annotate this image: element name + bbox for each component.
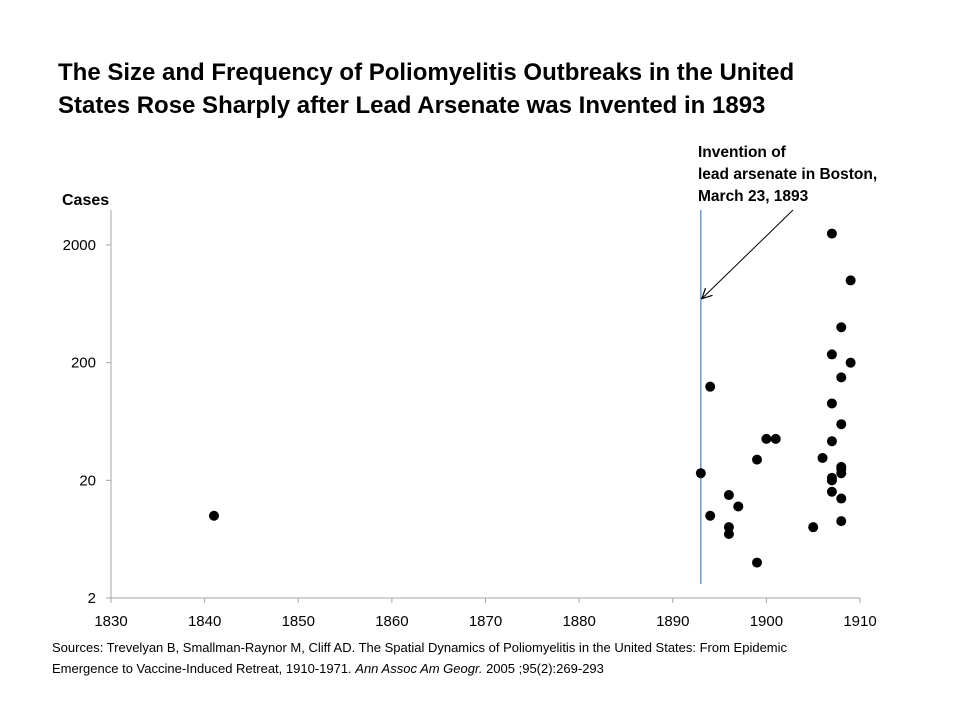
data-point: [836, 419, 847, 430]
sources-line-1: Sources: Trevelyan B, Smallman-Raynor M,…: [52, 640, 788, 655]
data-point: [752, 557, 763, 568]
data-point: [836, 493, 847, 504]
data-point: [836, 322, 847, 333]
x-tick-label: 1880: [562, 613, 595, 630]
annotation-line-3: March 23, 1893: [698, 188, 809, 205]
chart-title-line-1: The Size and Frequency of Poliomyelitis …: [58, 59, 795, 86]
sources-line-2: Emergence to Vaccine-Induced Retreat, 19…: [52, 658, 932, 679]
data-point: [808, 522, 819, 533]
y-tick-label: 2: [88, 590, 96, 607]
chart-title-line-2: States Rose Sharply after Lead Arsenate …: [58, 92, 766, 119]
x-tick-label: 1850: [282, 613, 315, 630]
data-points: [208, 228, 856, 568]
sources-text: Emergence to Vaccine-Induced Retreat, 19…: [52, 661, 356, 676]
y-axis-label: Cases: [62, 192, 110, 209]
reference-line-group: [700, 209, 794, 584]
y-tick-label: 200: [71, 355, 96, 372]
chart-title: The Size and Frequency of Poliomyelitis …: [58, 56, 918, 122]
data-point: [845, 357, 856, 368]
data-point: [723, 528, 734, 539]
data-point: [695, 468, 706, 479]
data-point: [826, 475, 837, 486]
data-point: [770, 433, 781, 444]
annotation-line-1: Invention of: [698, 144, 786, 161]
x-tick-label: 1860: [375, 613, 408, 630]
data-point: [705, 510, 716, 521]
data-point: [826, 228, 837, 239]
sources-citation: Sources: Trevelyan B, Smallman-Raynor M,…: [52, 637, 932, 679]
data-point: [733, 501, 744, 512]
data-point: [752, 454, 763, 465]
lead-arsenate-annotation: Invention of lead arsenate in Boston, Ma…: [698, 142, 877, 208]
data-point: [208, 510, 219, 521]
data-point: [826, 398, 837, 409]
y-tick-label: 20: [79, 472, 96, 489]
data-point: [723, 490, 734, 501]
x-tick-label: 1830: [94, 613, 127, 630]
data-point: [836, 468, 847, 479]
data-point: [826, 436, 837, 447]
sources-pages: 2005 ;95(2):269-293: [482, 661, 604, 676]
annotation-arrow: [702, 209, 794, 299]
x-tick-label: 1890: [656, 613, 689, 630]
data-point: [836, 516, 847, 527]
x-tick-label: 1910: [843, 613, 876, 630]
chart-axes: 2 20 200 2000 1830 1840 1850 1860 1870 1880 1890 19…: [63, 210, 877, 630]
data-point: [826, 349, 837, 360]
data-point: [705, 381, 716, 392]
data-point: [761, 433, 772, 444]
data-point: [817, 452, 828, 463]
data-point: [826, 486, 837, 497]
y-tick-label: 2000: [63, 237, 96, 254]
data-point: [836, 372, 847, 383]
x-tick-label: 1840: [188, 613, 221, 630]
x-tick-label: 1900: [750, 613, 783, 630]
annotation-line-2: lead arsenate in Boston,: [698, 166, 878, 183]
data-point: [845, 275, 856, 286]
x-tick-label: 1870: [469, 613, 502, 630]
sources-journal: Ann Assoc Am Geogr.: [355, 661, 483, 676]
